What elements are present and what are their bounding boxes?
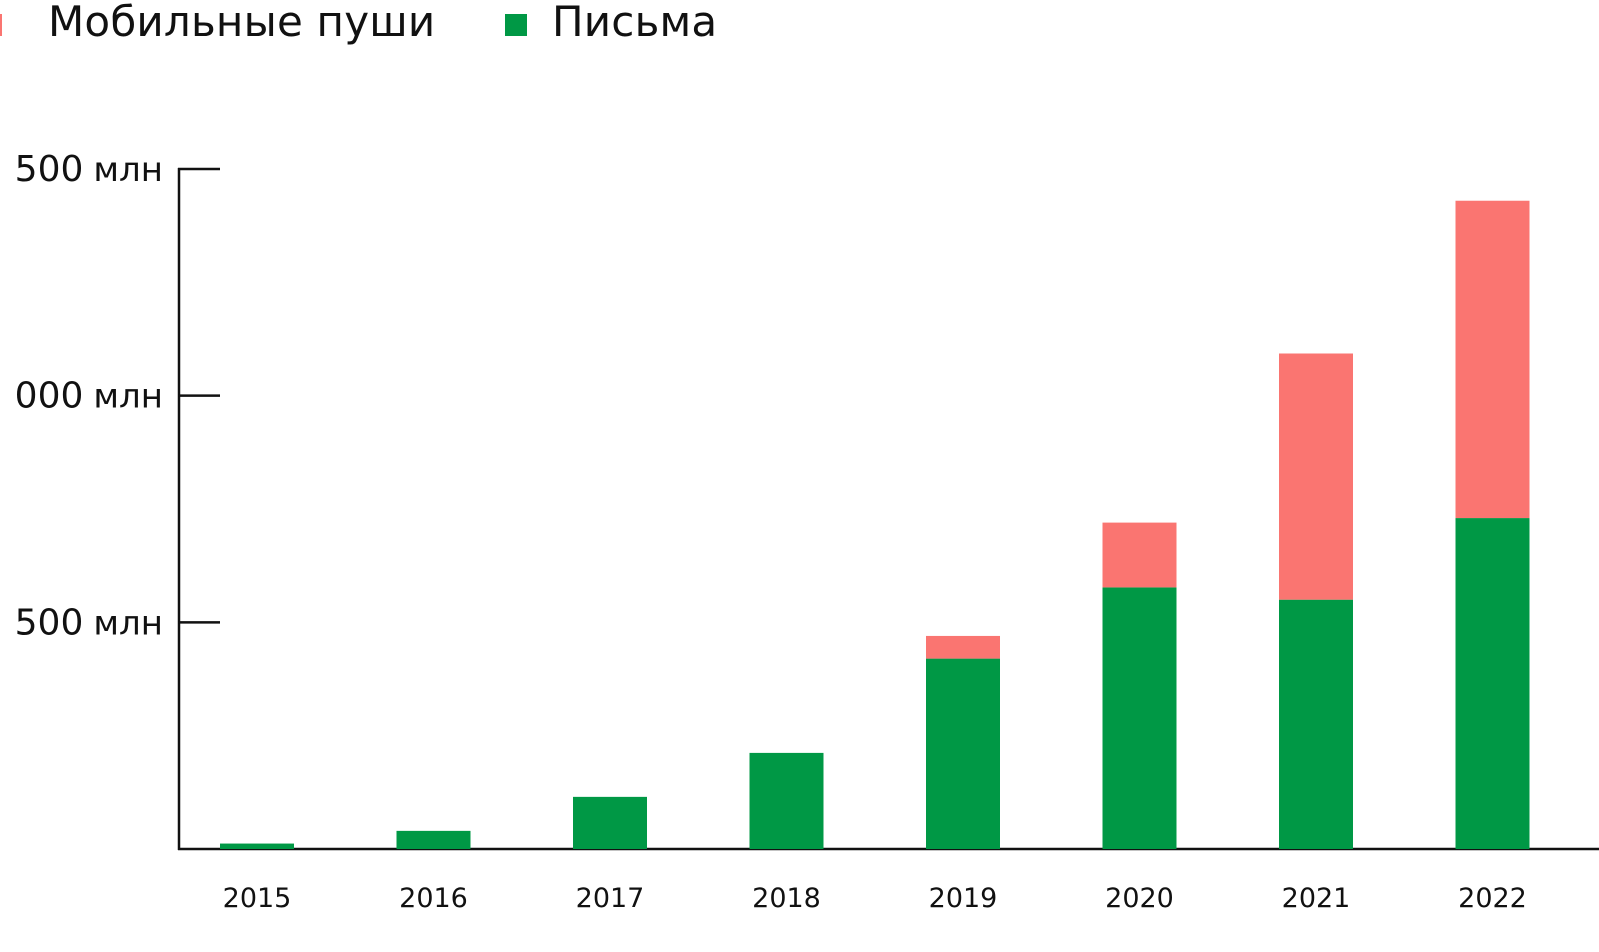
x-tick-label: 2015 [223, 883, 292, 914]
y-tick-value: 1 500 [0, 149, 83, 190]
bar-segment-email-2017 [573, 796, 647, 849]
x-tick-label: 2020 [1105, 883, 1174, 914]
legend-label-push: Мобильные пуши [48, 0, 436, 46]
bars-group [220, 200, 1530, 849]
bar-segment-push-2021 [1279, 353, 1353, 600]
bar-segment-email-2016 [396, 830, 471, 849]
x-tick-label: 2019 [929, 883, 998, 914]
x-axis-ticks: 2015 2016 2017 2018 2019 2020 2021 2022 [223, 883, 1527, 914]
bar-segment-email-2015 [220, 843, 294, 849]
bar-segment-email-2018 [749, 752, 824, 849]
bar-segment-email-2021 [1279, 599, 1353, 849]
bar-segment-email-2020 [1102, 587, 1177, 849]
y-tick-label: 500 млн [15, 602, 163, 643]
bar-segment-push-2019 [926, 635, 1000, 659]
bar-segment-push-2020 [1102, 522, 1177, 588]
x-tick-label: 2021 [1282, 883, 1351, 914]
y-tick-value: 500 [15, 602, 84, 643]
x-tick-label: 2017 [576, 883, 645, 914]
bar-segment-email-2022 [1455, 518, 1530, 849]
bar-segment-push-2022 [1455, 200, 1530, 519]
x-tick-label: 2022 [1458, 883, 1527, 914]
y-tick-unit: млн [93, 377, 163, 417]
x-tick-label: 2016 [399, 883, 468, 914]
y-tick-unit: млн [93, 603, 163, 643]
y-tick-value: 1 000 [0, 376, 83, 417]
x-tick-label: 2018 [752, 883, 821, 914]
legend-label-email: Письма [552, 0, 718, 46]
legend-swatch-email [505, 14, 527, 36]
legend-swatch-push [0, 14, 2, 36]
y-tick-unit: млн [93, 150, 163, 190]
bar-segment-email-2019 [926, 658, 1000, 849]
